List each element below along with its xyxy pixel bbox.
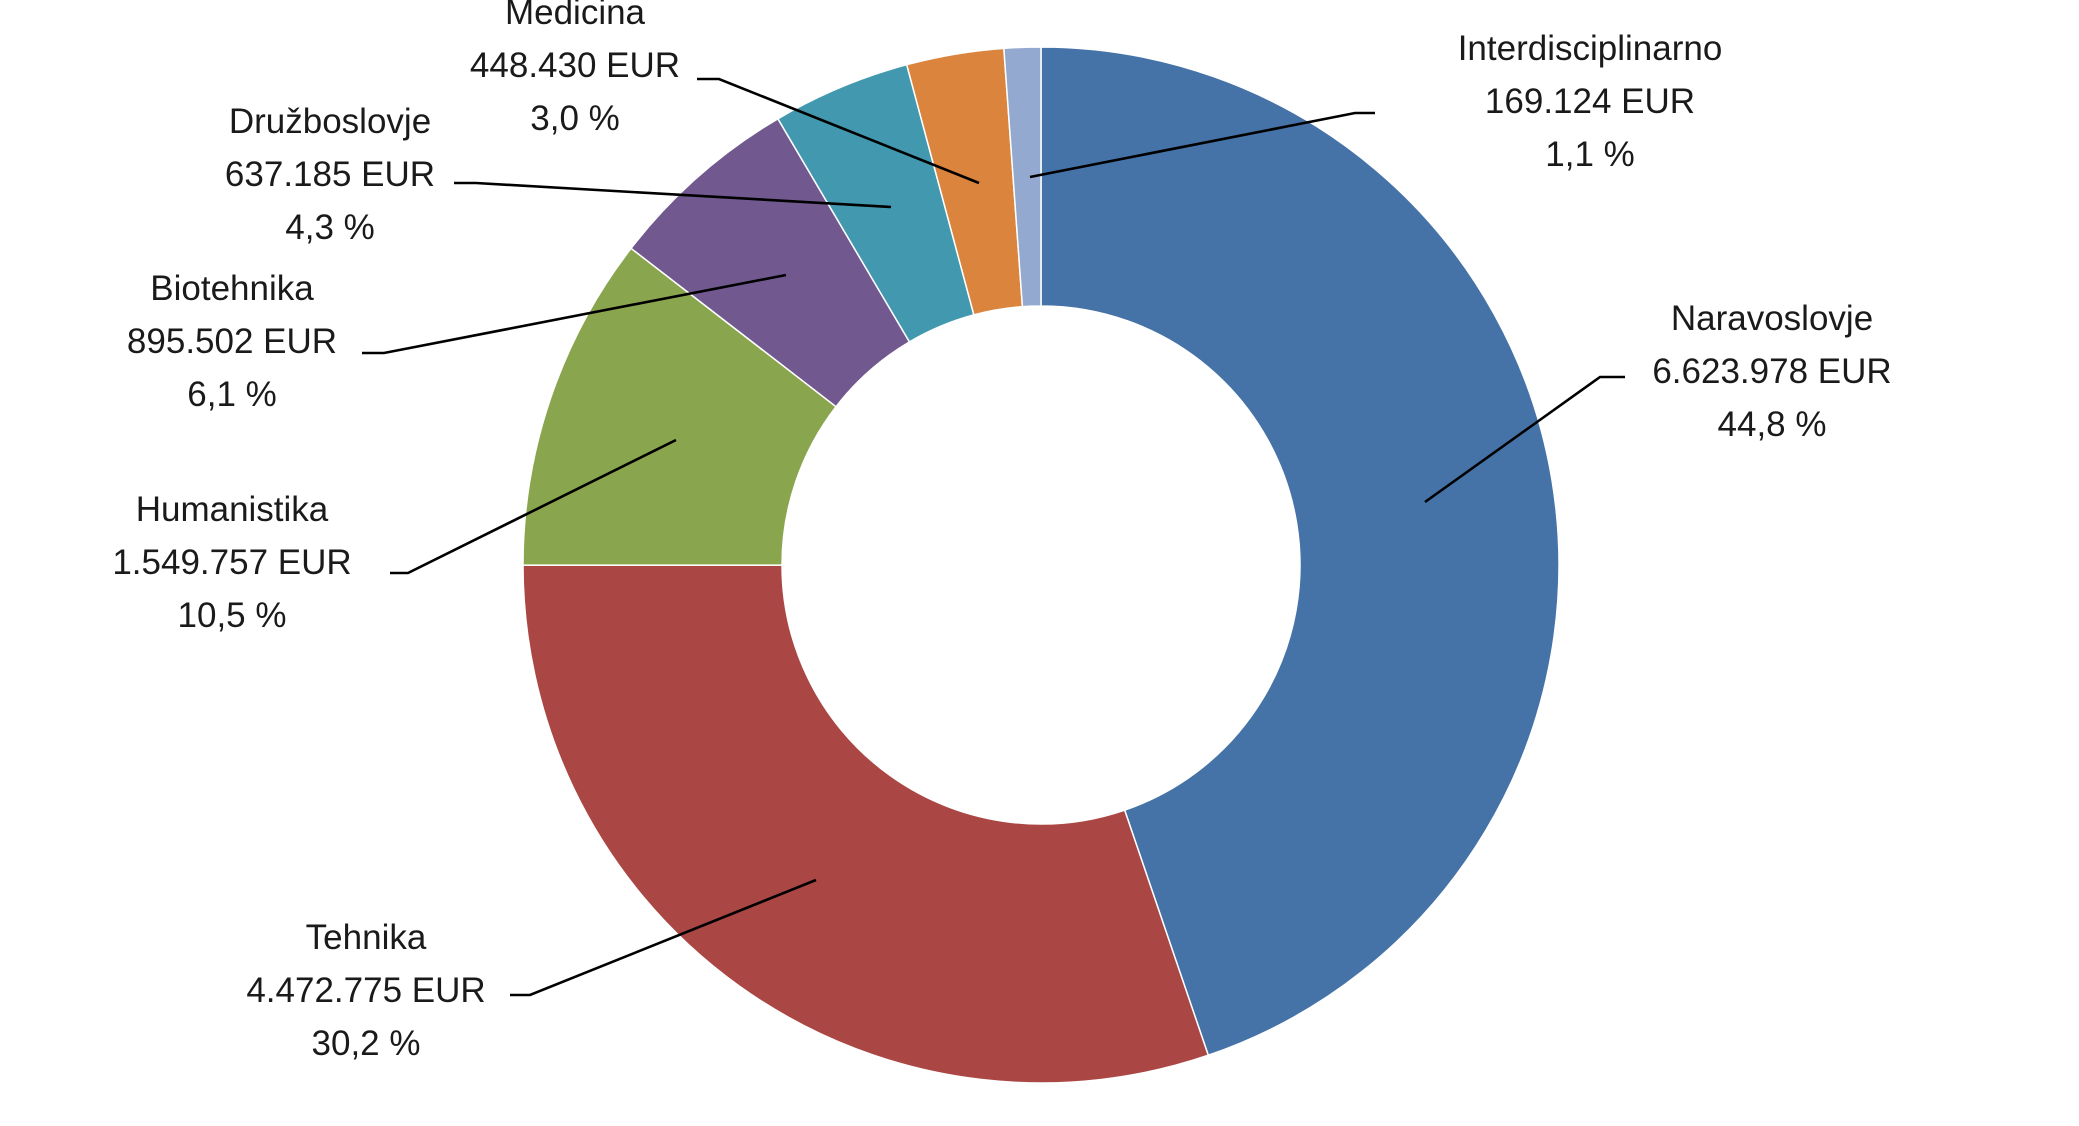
label-value-tehnika: 4.472.775 EUR: [246, 971, 485, 1010]
label-value-druzboslovje: 637.185 EUR: [225, 155, 435, 194]
label-percent-druzboslovje: 4,3 %: [285, 208, 375, 247]
slice-tehnika: [522, 564, 1210, 1084]
label-percent-humanistika: 10,5 %: [178, 596, 287, 635]
data-label-tehnika: Tehnika 4.472.775 EUR 30,2 %: [246, 918, 485, 1063]
label-name-tehnika: Tehnika: [306, 918, 427, 957]
label-name-medicina: Medicina: [505, 0, 646, 32]
slices-layer: [522, 46, 1560, 1084]
leader-line-humanistika: [390, 438, 677, 575]
data-label-medicina: Medicina 448.430 EUR 3,0 %: [470, 0, 680, 138]
label-percent-medicina: 3,0 %: [530, 99, 620, 138]
labels-layer: Naravoslovje 6.623.978 EUR 44,8 % Tehnika 4.…: [112, 0, 1891, 1063]
data-label-interdisciplinarno: Interdisciplinarno 169.124 EUR 1,1 %: [1458, 29, 1723, 174]
label-value-medicina: 448.430 EUR: [470, 46, 680, 85]
label-name-biotehnika: Biotehnika: [150, 269, 314, 308]
leader-line-tehnika: [510, 878, 817, 997]
label-name-interdisciplinarno: Interdisciplinarno: [1458, 29, 1723, 68]
leader-line-naravoslovje: [1424, 375, 1625, 504]
slice-humanistika: [522, 247, 838, 566]
leader-line-interdisciplinarno: [1029, 111, 1375, 179]
label-name-humanistika: Humanistika: [136, 490, 329, 529]
leader-line-medicina: [697, 77, 980, 185]
label-percent-interdisciplinarno: 1,1 %: [1545, 135, 1635, 174]
label-percent-naravoslovje: 44,8 %: [1718, 405, 1827, 444]
label-name-naravoslovje: Naravoslovje: [1671, 299, 1873, 338]
label-percent-biotehnika: 6,1 %: [187, 375, 277, 414]
label-value-humanistika: 1.549.757 EUR: [112, 543, 351, 582]
data-label-druzboslovje: Družboslovje 637.185 EUR 4,3 %: [225, 102, 435, 247]
slice-naravoslovje: [1040, 46, 1560, 1057]
data-label-biotehnika: Biotehnika 895.502 EUR 6,1 %: [127, 269, 337, 414]
leader-line-druzboslovje: [454, 181, 892, 209]
leaders-layer: [362, 77, 1625, 997]
data-label-humanistika: Humanistika 1.549.757 EUR 10,5 %: [112, 490, 351, 635]
leader-line-biotehnika: [362, 273, 787, 355]
label-name-druzboslovje: Družboslovje: [229, 102, 431, 141]
label-value-naravoslovje: 6.623.978 EUR: [1652, 352, 1891, 391]
data-label-naravoslovje: Naravoslovje 6.623.978 EUR 44,8 %: [1652, 299, 1891, 444]
label-percent-tehnika: 30,2 %: [312, 1024, 421, 1063]
label-value-interdisciplinarno: 169.124 EUR: [1485, 82, 1695, 121]
slice-interdisciplinarno: [1003, 46, 1042, 308]
label-value-biotehnika: 895.502 EUR: [127, 322, 337, 361]
